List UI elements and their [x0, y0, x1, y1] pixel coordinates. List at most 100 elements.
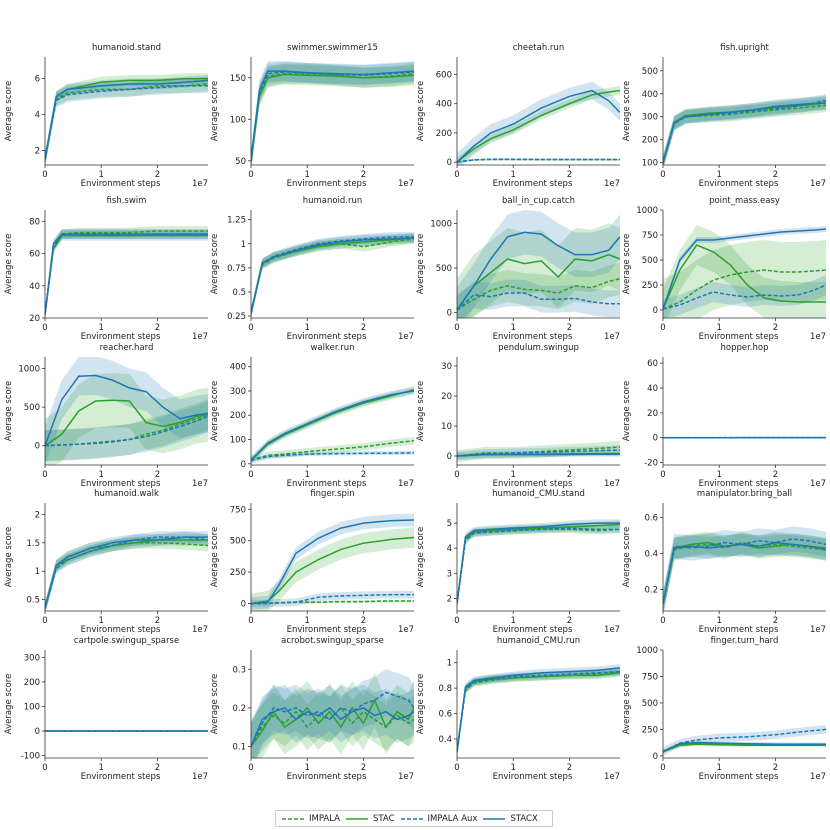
- x-tick-label: 0: [42, 470, 47, 480]
- y-tick-label: 0: [447, 158, 452, 168]
- band-stacx: [251, 387, 414, 464]
- y-tick-label: 40: [647, 384, 658, 394]
- series-group: [457, 441, 620, 462]
- y-axis-label: Average score: [416, 381, 426, 441]
- subplot-point-mass-easy: point_mass.easy 0 250 500 750 1000 0 1 2Environm…: [622, 196, 826, 342]
- y-tick-label: -20: [644, 459, 658, 469]
- x-tick-label: 2: [361, 323, 366, 333]
- line-impala: [457, 446, 620, 457]
- x-exponent-label: 1e7: [810, 479, 826, 489]
- x-tick-label: 2: [361, 470, 366, 480]
- line-impala-aux: [457, 292, 620, 311]
- series-group: [251, 232, 414, 318]
- x-axis-label: Environment steps: [81, 772, 161, 782]
- y-tick-label: 100: [230, 115, 246, 125]
- band-stacx: [457, 210, 620, 318]
- y-tick-label: 0: [241, 599, 246, 609]
- y-tick-label: 0.5: [26, 596, 40, 606]
- x-tick-label: 2: [773, 470, 778, 480]
- x-axis-label: Environment steps: [287, 772, 367, 782]
- x-axis-label: Environment steps: [81, 332, 161, 342]
- line-stac: [457, 523, 620, 604]
- band-stacx: [251, 513, 414, 610]
- y-tick-label: 600: [436, 71, 452, 81]
- x-tick-label: 0: [42, 763, 47, 773]
- y-tick-label: 300: [642, 113, 658, 123]
- y-tick-label: 400: [436, 100, 452, 110]
- subplot-manipulator-bring-ball: manipulator.bring_ball 0.2 0.4 0.6 0 1 2Enviro…: [622, 489, 826, 635]
- y-tick-label: 500: [642, 256, 658, 266]
- x-axis-label: Environment steps: [493, 179, 573, 189]
- series-group: [663, 526, 826, 611]
- y-tick-label: 100: [230, 436, 246, 446]
- x-tick-label: 1: [716, 616, 721, 626]
- x-exponent-label: 1e7: [398, 479, 414, 489]
- band-impala-aux: [663, 725, 826, 756]
- band-impala: [457, 525, 620, 608]
- y-axis-label: Average score: [210, 527, 220, 587]
- subplot-title: finger.turn_hard: [711, 636, 779, 646]
- y-tick-label: 200: [642, 136, 658, 146]
- line-impala-aux: [251, 593, 414, 605]
- series-group: [45, 73, 208, 165]
- band-impala: [663, 531, 826, 611]
- band-stacx: [251, 233, 414, 318]
- x-tick-label: 0: [248, 323, 253, 333]
- line-impala-aux: [663, 284, 826, 310]
- x-exponent-label: 1e7: [604, 179, 620, 189]
- y-tick-label: 0.25: [227, 312, 246, 322]
- y-tick-label: 20: [441, 392, 452, 402]
- series-group: [251, 513, 414, 611]
- line-stacx: [251, 519, 414, 605]
- band-impala: [663, 240, 826, 318]
- x-axis-label: Environment steps: [493, 479, 573, 489]
- legend-swatch-stac: [345, 817, 368, 820]
- subplot-title: cartpole.swingup_sparse: [74, 636, 179, 646]
- y-tick-label: 0.6: [644, 513, 658, 523]
- band-stacx: [457, 81, 620, 165]
- line-impala-aux: [251, 452, 414, 461]
- y-tick-label: 4: [35, 111, 40, 121]
- legend-label: STAC: [372, 813, 395, 824]
- x-tick-label: 1: [510, 470, 515, 480]
- y-axis-label: Average score: [210, 234, 220, 294]
- x-tick-label: 2: [361, 616, 366, 626]
- subplot-title: humanoid_CMU.run: [497, 636, 580, 646]
- y-tick-label: 0.4: [438, 735, 452, 745]
- x-tick-label: 1: [304, 616, 309, 626]
- y-tick-label: 0.4: [644, 549, 658, 559]
- y-tick-label: 1: [35, 567, 40, 577]
- y-tick-label: 1000: [430, 219, 452, 229]
- band-impala-aux: [45, 78, 208, 165]
- y-tick-label: 0: [653, 434, 658, 444]
- y-tick-label: 100: [24, 702, 40, 712]
- y-tick-label: 0.75: [227, 264, 246, 274]
- line-impala: [457, 670, 620, 752]
- x-exponent-label: 1e7: [398, 332, 414, 342]
- subplot-swimmer-swimmer15: swimmer.swimmer15 50 100 150 0 1 2Environment …: [210, 43, 414, 189]
- band-stac: [457, 86, 620, 165]
- band-impala-aux: [45, 400, 208, 462]
- line-stac: [663, 244, 826, 310]
- series-group: [45, 531, 208, 611]
- y-axis-label: Average score: [416, 527, 426, 587]
- line-stacx: [663, 541, 826, 604]
- x-axis-label: Environment steps: [493, 772, 573, 782]
- y-tick-label: 100: [642, 159, 658, 169]
- x-axis-label: Environment steps: [81, 479, 161, 489]
- y-axis-label: Average score: [622, 674, 632, 734]
- y-tick-label: 0: [653, 306, 658, 316]
- y-tick-label: 0.6: [438, 710, 452, 720]
- line-stacx: [251, 70, 414, 161]
- y-tick-label: 750: [642, 231, 658, 241]
- series-group: [457, 81, 620, 165]
- x-exponent-label: 1e7: [192, 332, 208, 342]
- band-impala-aux: [663, 93, 826, 165]
- y-tick-label: 20: [647, 409, 658, 419]
- y-axis-label: Average score: [4, 234, 14, 294]
- y-tick-label: 200: [24, 678, 40, 688]
- line-stacx: [457, 667, 620, 752]
- x-tick-label: 0: [248, 170, 253, 180]
